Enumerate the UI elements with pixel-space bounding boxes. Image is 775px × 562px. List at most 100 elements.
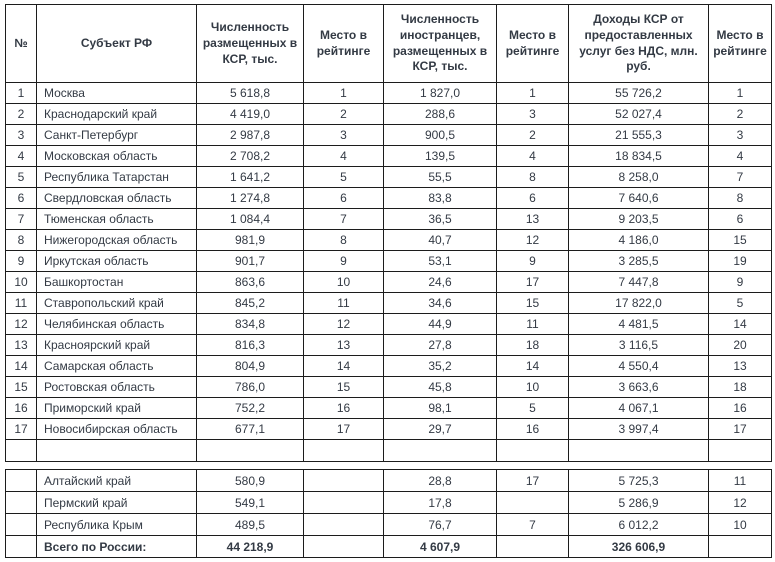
region-cell: Москва xyxy=(36,82,197,105)
col-header-rank-2: Место в рейтинге xyxy=(496,3,569,84)
value-cell: 752,2 xyxy=(196,397,304,420)
value-cell: 4 550,4 xyxy=(568,355,709,378)
value-cell: 863,6 xyxy=(196,271,304,294)
value-cell: 34,6 xyxy=(383,292,497,315)
value-cell: 3 xyxy=(708,124,772,147)
value-cell: 14 xyxy=(496,355,569,378)
table-row: 9 Иркутская область 901,7 9 53,1 9 3 285,5 19 xyxy=(5,250,772,273)
value-cell: 4 186,0 xyxy=(568,229,709,252)
value-cell: 5 xyxy=(5,166,37,189)
table-row: 13 Красноярский край 816,3 13 27,8 18 3 116,5 2… xyxy=(5,334,772,357)
value-cell xyxy=(303,535,384,559)
region-cell: Свердловская область xyxy=(36,187,197,210)
region-cell xyxy=(36,439,197,463)
value-cell: 20 xyxy=(708,334,772,357)
value-cell: 53,1 xyxy=(383,250,497,273)
value-cell: 12 xyxy=(5,313,37,336)
col-header-rank-1: Место в рейтинге xyxy=(303,3,384,84)
value-cell: 3 xyxy=(303,124,384,147)
value-cell: 2 xyxy=(303,103,384,126)
value-cell: 55 726,2 xyxy=(568,82,709,105)
table-row: 3 Санкт-Петербург 2 987,8 3 900,5 2 21 555,3 3 xyxy=(5,124,772,147)
col-header-region: Субъект РФ xyxy=(36,3,197,84)
value-cell: 8 xyxy=(708,187,772,210)
region-cell: Челябинская область xyxy=(36,313,197,336)
value-cell: 16 xyxy=(5,397,37,420)
region-cell: Республика Татарстан xyxy=(36,166,197,189)
value-cell: 9 xyxy=(496,250,569,273)
value-cell: 1 xyxy=(496,82,569,105)
value-cell: 9 xyxy=(708,271,772,294)
value-cell: 326 606,9 xyxy=(568,535,709,559)
value-cell: 7 xyxy=(708,166,772,189)
value-cell xyxy=(5,469,37,493)
value-cell xyxy=(5,513,37,537)
table-row: 4 Московская область 2 708,2 4 139,5 4 18 834,… xyxy=(5,145,772,168)
value-cell: 17 xyxy=(5,418,37,441)
value-cell: 4 607,9 xyxy=(383,535,497,559)
table-row: 6 Свердловская область 1 274,8 6 83,8 6 7 640,… xyxy=(5,187,772,210)
value-cell: 6 xyxy=(708,208,772,231)
value-cell xyxy=(303,491,384,515)
table-row: 10 Башкортостан 863,6 10 24,6 17 7 447,8 9 xyxy=(5,271,772,294)
value-cell: 786,0 xyxy=(196,376,304,399)
value-cell: 76,7 xyxy=(383,513,497,537)
value-cell: 1 274,8 xyxy=(196,187,304,210)
value-cell: 288,6 xyxy=(383,103,497,126)
value-cell: 981,9 xyxy=(196,229,304,252)
value-cell: 1 xyxy=(5,82,37,105)
value-cell: 1 641,2 xyxy=(196,166,304,189)
value-cell: 17 xyxy=(303,418,384,441)
value-cell xyxy=(496,491,569,515)
value-cell: 28,8 xyxy=(383,469,497,493)
value-cell: 4 481,5 xyxy=(568,313,709,336)
value-cell: 24,6 xyxy=(383,271,497,294)
value-cell: 17 822,0 xyxy=(568,292,709,315)
region-cell: Тюменская область xyxy=(36,208,197,231)
value-cell: 5 xyxy=(708,292,772,315)
table-row: Пермский край 549,1 17,8 5 286,9 12 xyxy=(5,491,772,515)
value-cell: 83,8 xyxy=(383,187,497,210)
ksr-accommodation-main-table: № Субъект РФ Численность размещенных в К… xyxy=(5,3,772,463)
value-cell xyxy=(5,439,37,463)
value-cell xyxy=(5,535,37,559)
value-cell: 9 203,5 xyxy=(568,208,709,231)
region-cell: Приморский край xyxy=(36,397,197,420)
value-cell: 901,7 xyxy=(196,250,304,273)
table-row: 16 Приморский край 752,2 16 98,1 5 4 067,1 16 xyxy=(5,397,772,420)
value-cell xyxy=(303,469,384,493)
value-cell: 17,8 xyxy=(383,491,497,515)
col-header-income: Доходы КСР от предоставленных услуг без … xyxy=(568,3,709,84)
value-cell: 35,2 xyxy=(383,355,497,378)
value-cell: 2 xyxy=(5,103,37,126)
table-row: 1 Москва 5 618,8 1 1 827,0 1 55 726,2 1 xyxy=(5,82,772,105)
value-cell: 139,5 xyxy=(383,145,497,168)
value-cell: 98,1 xyxy=(383,397,497,420)
value-cell: 3 116,5 xyxy=(568,334,709,357)
value-cell: 44 218,9 xyxy=(196,535,304,559)
value-cell: 21 555,3 xyxy=(568,124,709,147)
value-cell xyxy=(383,439,497,463)
value-cell: 15 xyxy=(303,376,384,399)
value-cell: 14 xyxy=(5,355,37,378)
value-cell xyxy=(5,491,37,515)
value-cell: 12 xyxy=(303,313,384,336)
value-cell: 13 xyxy=(496,208,569,231)
col-header-number: № xyxy=(5,3,37,84)
value-cell: 4 419,0 xyxy=(196,103,304,126)
value-cell: 489,5 xyxy=(196,513,304,537)
region-cell: Республика Крым xyxy=(36,513,197,537)
value-cell: 845,2 xyxy=(196,292,304,315)
value-cell: 10 xyxy=(303,271,384,294)
value-cell: 11 xyxy=(303,292,384,315)
value-cell: 9 xyxy=(303,250,384,273)
value-cell: 816,3 xyxy=(196,334,304,357)
ksr-accommodation-extra-table: Алтайский край 580,9 28,8 17 5 725,3 11 Пермск… xyxy=(5,469,772,559)
value-cell xyxy=(303,439,384,463)
value-cell: 10 xyxy=(496,376,569,399)
value-cell: 1 xyxy=(708,82,772,105)
region-cell: Ставропольский край xyxy=(36,292,197,315)
value-cell: 6 012,2 xyxy=(568,513,709,537)
value-cell: 2 xyxy=(496,124,569,147)
